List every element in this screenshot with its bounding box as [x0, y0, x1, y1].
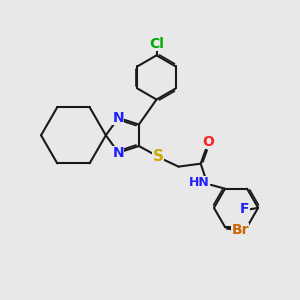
Text: N: N: [112, 111, 124, 125]
Text: S: S: [152, 149, 164, 164]
Text: Cl: Cl: [149, 37, 164, 51]
Text: HN: HN: [189, 176, 210, 189]
Text: Br: Br: [232, 223, 249, 237]
Text: F: F: [240, 202, 250, 216]
Text: O: O: [202, 135, 214, 148]
Text: N: N: [112, 146, 124, 160]
